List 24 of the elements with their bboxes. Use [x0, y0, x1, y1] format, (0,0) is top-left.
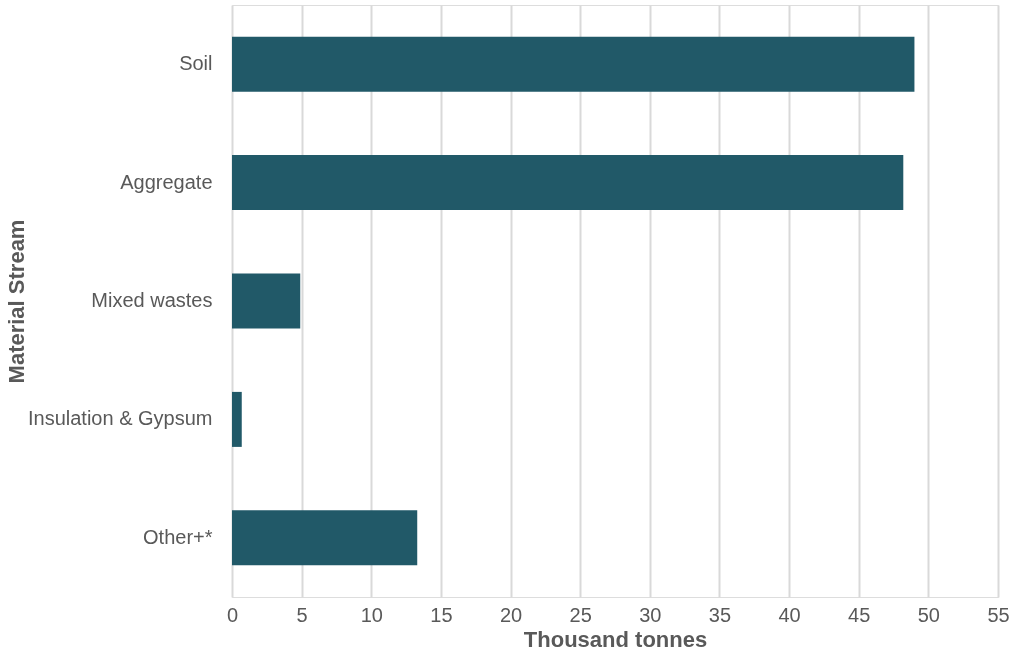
x-tick-label: 30: [639, 603, 662, 626]
bar: [232, 155, 904, 211]
bar: [232, 36, 915, 92]
bar: [232, 510, 418, 566]
y-tick-label: Aggregate: [120, 170, 213, 193]
x-tick-label: 10: [360, 603, 383, 626]
y-axis-title: Material Stream: [3, 219, 29, 384]
x-tick-label: 50: [917, 603, 940, 626]
y-tick-label: Mixed wastes: [91, 289, 213, 311]
y-tick-label: Soil: [179, 52, 213, 75]
x-tick-label: 20: [499, 603, 523, 626]
x-tick-label: 15: [430, 603, 453, 626]
x-tick-label: 45: [848, 603, 871, 626]
x-tick-label: 5: [296, 603, 308, 626]
x-tick-label: 0: [226, 603, 239, 626]
bar: [232, 391, 242, 447]
x-tick-label: 55: [987, 603, 1010, 626]
x-tick-label: 35: [708, 603, 732, 626]
y-tick-label: Insulation & Gypsum: [27, 407, 213, 430]
x-tick-label: 40: [778, 603, 801, 626]
x-tick-label: 25: [569, 603, 592, 626]
x-axis-title: Thousand tonnes: [523, 626, 708, 652]
bar: [232, 273, 301, 329]
y-tick-label: Other+*: [143, 525, 213, 548]
